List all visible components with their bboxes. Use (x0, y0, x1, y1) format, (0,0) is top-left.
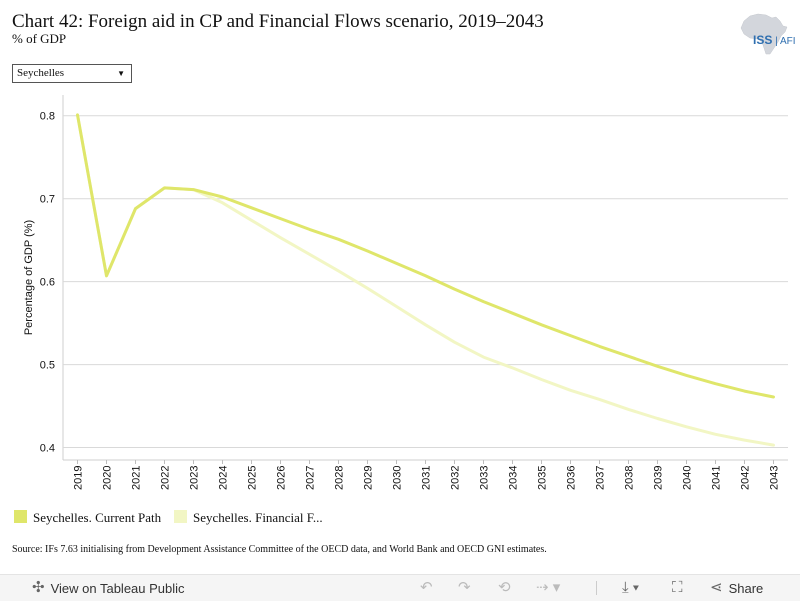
y-tick-label: 0.5 (40, 360, 55, 372)
y-tick-label: 0.6 (40, 277, 55, 289)
x-tick-label: 2035 (537, 466, 549, 490)
africa-map-logo-icon (740, 13, 788, 55)
x-tick-label: 2019 (73, 466, 85, 490)
legend-item-financial-flows[interactable]: Seychelles. Financial F... (174, 510, 323, 526)
logo-sub: | (772, 36, 780, 47)
revert-button[interactable]: ⟲ (498, 579, 511, 597)
x-tick-label: 2041 (711, 466, 723, 490)
x-tick-label: 2026 (276, 466, 288, 490)
x-tick-label: 2039 (653, 466, 665, 490)
x-tick-label: 2021 (131, 466, 143, 490)
refresh-icon: ⇢ ▾ (536, 579, 561, 596)
legend-label-financial-flows: Seychelles. Financial F... (193, 510, 323, 525)
legend-label-current-path: Seychelles. Current Path (33, 510, 162, 525)
chevron-down-icon: ▼ (117, 69, 125, 78)
legend-swatch-financial-flows (174, 510, 187, 523)
revert-icon: ⟲ (498, 579, 511, 596)
fullscreen-icon: ⛶ (672, 579, 683, 596)
x-tick-label: 2036 (566, 466, 578, 490)
x-tick-label: 2023 (189, 466, 201, 490)
x-tick-label: 2043 (769, 466, 781, 490)
x-tick-label: 2033 (479, 466, 491, 490)
tableau-toolbar: ✣ View on Tableau Public ↶ ↷ ⟲ ⇢ ▾ ⤓ ▾ ⛶… (0, 574, 800, 601)
series-line-current-path[interactable] (76, 113, 775, 399)
legend-item-current-path[interactable]: Seychelles. Current Path (14, 510, 161, 526)
series-line-financial-flows[interactable] (76, 113, 775, 447)
download-button[interactable]: ⤓ ▾ (622, 579, 639, 597)
x-tick-label: 2042 (740, 466, 752, 490)
x-tick-label: 2034 (508, 466, 520, 490)
refresh-button[interactable]: ⇢ ▾ (536, 579, 560, 597)
x-tick-label: 2022 (160, 466, 172, 490)
y-axis-title: Percentage of GDP (%) (23, 220, 35, 335)
y-tick-label: 0.4 (40, 443, 55, 455)
view-on-tableau-label: View on Tableau Public (50, 580, 185, 596)
chart-subtitle: % of GDP (12, 31, 67, 46)
view-on-tableau-link[interactable]: ✣ View on Tableau Public (32, 579, 185, 597)
dropdown-selected-value: Seychelles (17, 67, 65, 79)
redo-icon: ↷ (458, 579, 471, 596)
share-icon: ⋖ (710, 579, 723, 596)
toolbar-divider (596, 581, 597, 595)
x-tick-label: 2024 (218, 466, 230, 490)
x-tick-label: 2020 (102, 466, 114, 490)
x-tick-label: 2029 (363, 466, 375, 490)
x-tick-label: 2032 (450, 466, 462, 490)
x-tick-label: 2027 (305, 466, 317, 490)
fullscreen-button[interactable]: ⛶ (672, 579, 683, 597)
x-tick-label: 2030 (392, 466, 404, 490)
share-label: Share (728, 580, 764, 596)
line-chart: 0.4 0.5 0.6 0.7 0.8 Percentage of GDP (%) 2019… (23, 95, 788, 490)
download-icon: ⤓ ▾ (622, 579, 640, 596)
x-tick-label: 2025 (247, 466, 259, 490)
chart-title: Chart 42: Foreign aid in CP and Financia… (12, 11, 544, 32)
redo-button[interactable]: ↷ (458, 579, 471, 597)
y-tick-label: 0.8 (40, 111, 55, 123)
undo-button[interactable]: ↶ (420, 579, 433, 597)
source-note: Source: IFs 7.63 initialising from Devel… (12, 544, 547, 555)
tableau-icon: ✣ (32, 579, 45, 596)
x-tick-label: 2037 (595, 466, 607, 490)
x-tick-label: 2028 (334, 466, 346, 490)
legend-swatch-current-path (14, 510, 27, 523)
x-tick-label: 2038 (624, 466, 636, 490)
share-button[interactable]: ⋖ Share (710, 579, 763, 597)
logo-text: ISS | AFI (753, 33, 796, 47)
x-tick-label: 2040 (682, 466, 694, 490)
x-tick-label: 2031 (421, 466, 433, 490)
undo-icon: ↶ (420, 579, 433, 596)
y-tick-label: 0.7 (40, 194, 55, 206)
country-dropdown[interactable]: Seychelles ▼ (12, 64, 132, 83)
